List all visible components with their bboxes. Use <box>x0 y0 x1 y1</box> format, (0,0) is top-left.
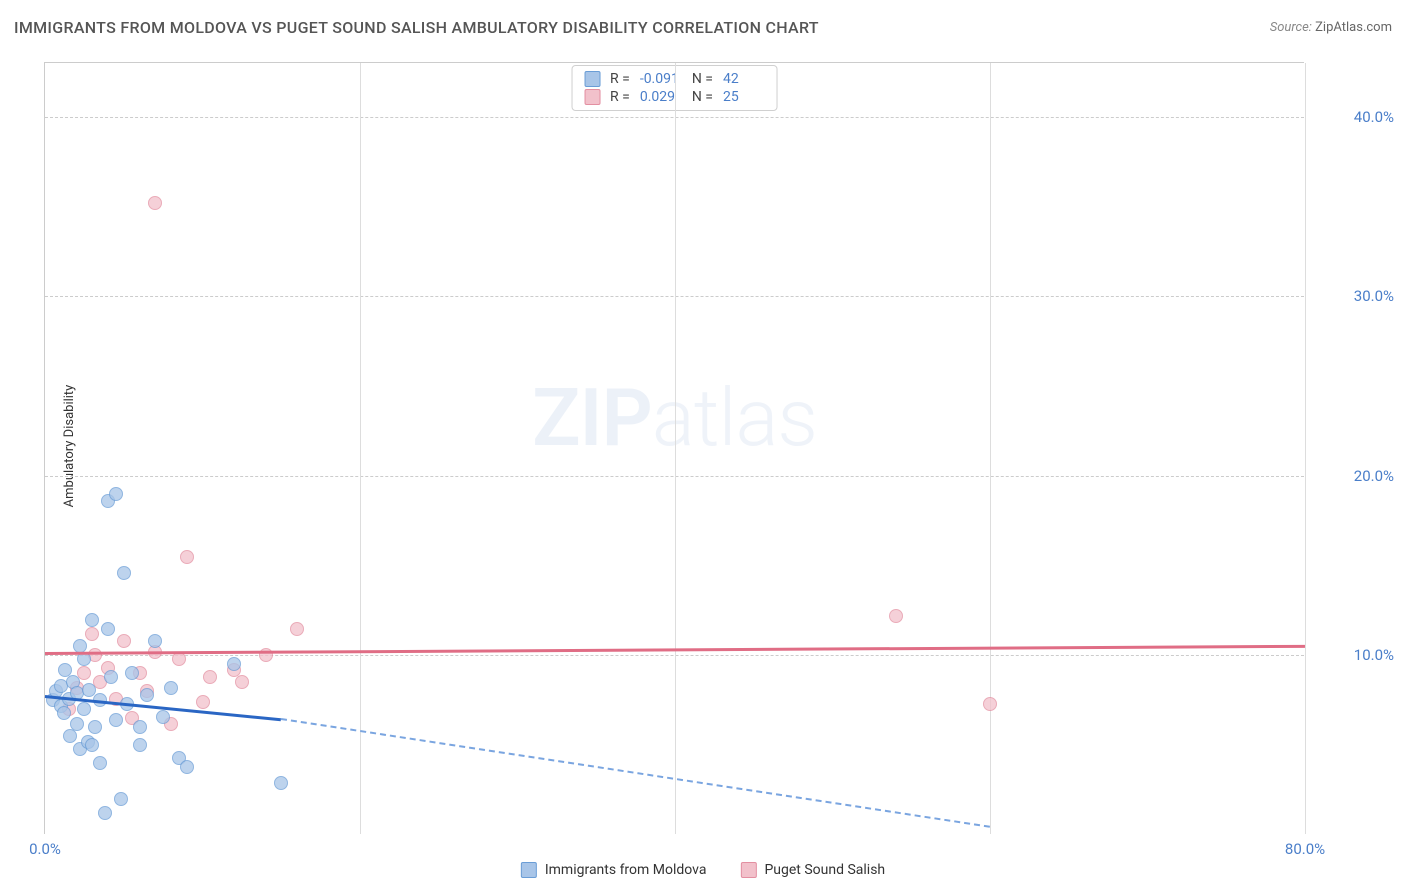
data-point <box>114 792 128 806</box>
data-point <box>125 666 139 680</box>
gridline-v <box>675 63 676 834</box>
data-point <box>148 634 162 648</box>
data-point <box>77 702 91 716</box>
plot-area: ZIPatlas R = -0.091 N = 42 R = 0.029 N =… <box>44 62 1304 834</box>
data-point <box>109 713 123 727</box>
data-point <box>148 196 162 210</box>
data-point <box>63 729 77 743</box>
data-point <box>180 760 194 774</box>
watermark-thin: atlas <box>652 371 817 465</box>
n-value-0: 42 <box>723 71 765 87</box>
gridline-v <box>1305 63 1306 834</box>
swatch-series-1 <box>584 89 600 105</box>
data-point <box>133 738 147 752</box>
data-point <box>889 609 903 623</box>
data-point <box>85 738 99 752</box>
legend-item-1: Puget Sound Salish <box>740 862 885 878</box>
y-tick-label: 10.0% <box>1314 646 1394 664</box>
legend-label-0: Immigrants from Moldova <box>545 862 707 878</box>
data-point <box>133 720 147 734</box>
n-label-0: N = <box>692 71 713 87</box>
data-point <box>235 675 249 689</box>
source-name: ZipAtlas.com <box>1315 20 1392 35</box>
data-point <box>93 756 107 770</box>
data-point <box>983 697 997 711</box>
legend-item-0: Immigrants from Moldova <box>521 862 707 878</box>
data-point <box>88 720 102 734</box>
data-point <box>57 706 71 720</box>
watermark-bold: ZIP <box>532 371 652 465</box>
r-label-1: R = <box>610 89 630 105</box>
bottom-legend: Immigrants from Moldova Puget Sound Sali… <box>521 862 885 878</box>
legend-swatch-0 <box>521 862 537 878</box>
data-point <box>104 670 118 684</box>
y-tick-label: 20.0% <box>1314 467 1394 485</box>
data-point <box>180 550 194 564</box>
source-attribution: Source: ZipAtlas.com <box>1270 20 1392 35</box>
data-point <box>82 683 96 697</box>
data-point <box>85 627 99 641</box>
y-tick-label: 30.0% <box>1314 287 1394 305</box>
data-point <box>172 652 186 666</box>
gridline-v <box>360 63 361 834</box>
data-point <box>274 776 288 790</box>
data-point <box>156 710 170 724</box>
legend-label-1: Puget Sound Salish <box>764 862 885 878</box>
n-value-1: 25 <box>723 89 765 105</box>
x-tick-label: 80.0% <box>1285 840 1325 858</box>
data-point <box>164 681 178 695</box>
chart-title: IMMIGRANTS FROM MOLDOVA VS PUGET SOUND S… <box>14 18 819 37</box>
data-point <box>117 566 131 580</box>
data-point <box>227 657 241 671</box>
data-point <box>290 622 304 636</box>
r-label-0: R = <box>610 71 630 87</box>
swatch-series-0 <box>584 71 600 87</box>
data-point <box>85 613 99 627</box>
data-point <box>203 670 217 684</box>
gridline-v <box>990 63 991 834</box>
data-point <box>101 622 115 636</box>
trend-line <box>281 718 990 828</box>
data-point <box>70 717 84 731</box>
x-tick-label: 0.0% <box>29 840 61 858</box>
data-point <box>98 806 112 820</box>
y-tick-label: 40.0% <box>1314 108 1394 126</box>
n-label-1: N = <box>692 89 713 105</box>
data-point <box>109 487 123 501</box>
source-prefix: Source: <box>1270 20 1312 35</box>
data-point <box>140 688 154 702</box>
data-point <box>196 695 210 709</box>
data-point <box>117 634 131 648</box>
legend-swatch-1 <box>740 862 756 878</box>
